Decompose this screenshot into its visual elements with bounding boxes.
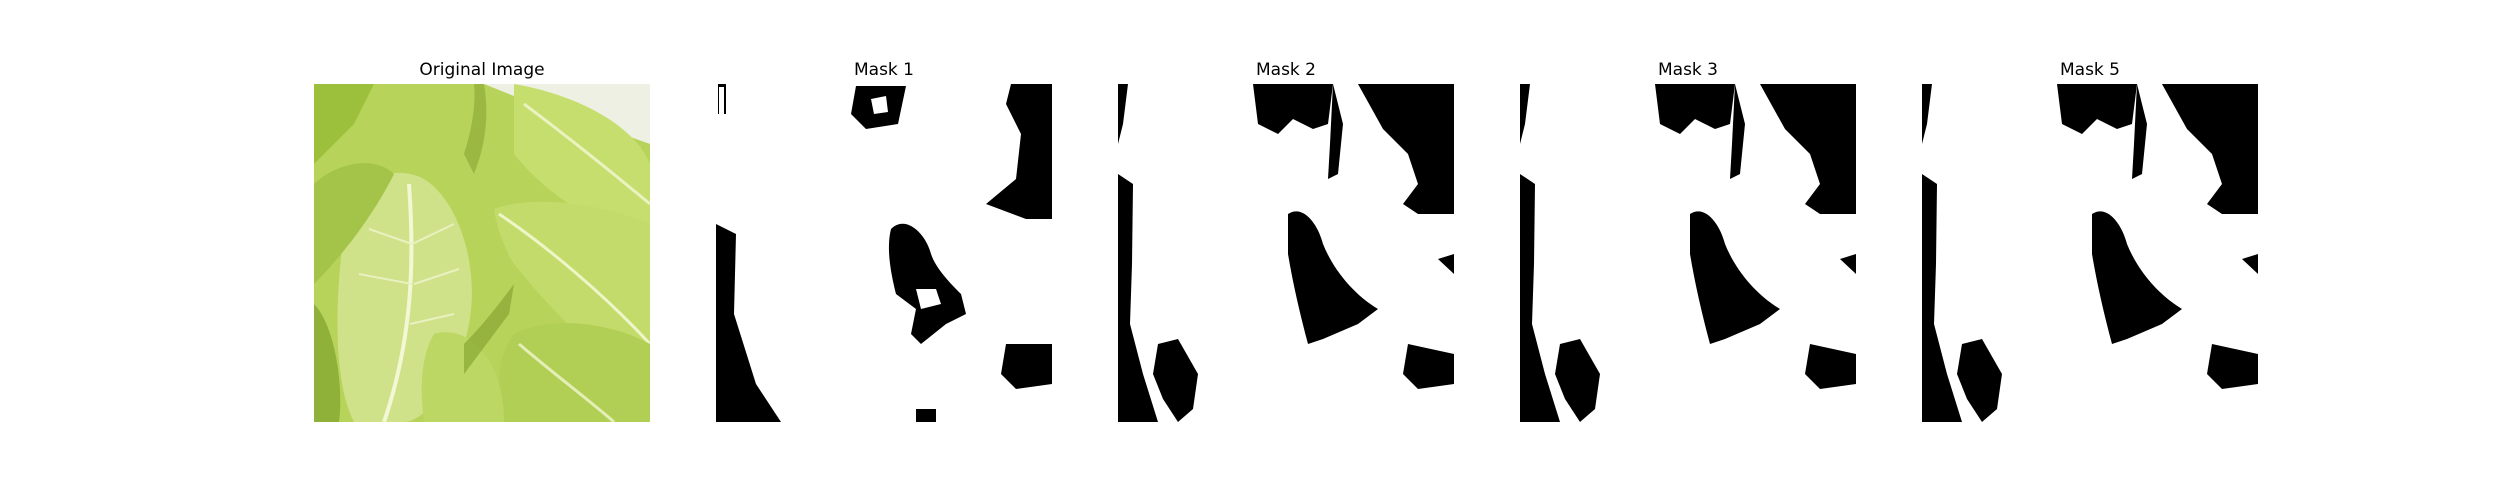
- panel-mask-1: Mask 1: [716, 0, 1052, 500]
- mask-5-image: [1922, 84, 2258, 422]
- mask-3-drawing: [1520, 84, 1856, 422]
- panel-title: Mask 2: [1118, 60, 1454, 80]
- panel-mask-5: Mask 5: [1922, 0, 2258, 500]
- original-image: [314, 84, 650, 422]
- mask-3-image: [1520, 84, 1856, 422]
- mask-1-image: [716, 84, 1052, 422]
- panel-original-image: Original Image: [314, 0, 650, 500]
- panel-title: Mask 5: [1922, 60, 2258, 80]
- mask-2-image: [1118, 84, 1454, 422]
- mask-5-drawing: [1922, 84, 2258, 422]
- panel-mask-2: Mask 2: [1118, 0, 1454, 500]
- panel-title: Mask 3: [1520, 60, 1856, 80]
- leaf-photo-drawing: [314, 84, 650, 422]
- panel-title: Mask 1: [716, 60, 1052, 80]
- panel-mask-3: Mask 3: [1520, 0, 1856, 500]
- mask-2-drawing: [1118, 84, 1454, 422]
- mask-1-drawing: [716, 84, 1052, 422]
- panel-title: Original Image: [314, 60, 650, 80]
